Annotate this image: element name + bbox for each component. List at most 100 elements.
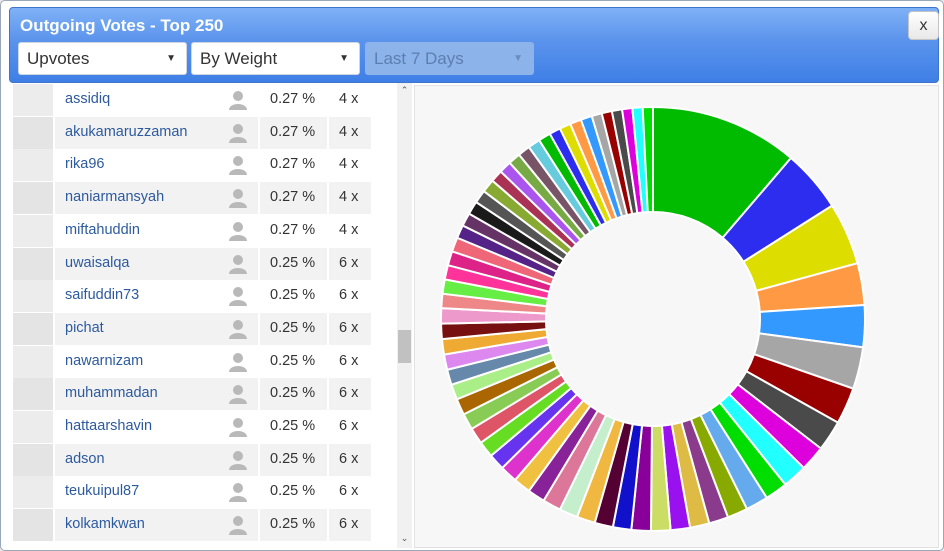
vote-weight-percent: 0.25 % — [270, 385, 316, 402]
table-row[interactable]: assidiq 0.27 % 4 x — [13, 84, 371, 116]
user-icon — [229, 483, 247, 503]
row-spacer — [13, 509, 53, 542]
voter-name-link[interactable]: hattaarshavin — [65, 418, 153, 434]
row-spacer — [13, 116, 53, 149]
row-spacer — [13, 345, 53, 378]
column-divider — [258, 312, 260, 345]
voter-name-link[interactable]: saifuddin73 — [65, 287, 140, 304]
voter-name-link[interactable]: nawarnizam — [65, 352, 144, 369]
column-divider — [53, 247, 55, 280]
table-row[interactable]: kolkamkwan 0.25 % 6 x — [13, 509, 371, 542]
user-icon — [229, 319, 247, 339]
user-icon — [229, 418, 247, 437]
voter-name-link[interactable]: kolkamkwan — [65, 516, 145, 533]
column-divider — [258, 149, 260, 182]
vote-share-chart — [414, 85, 939, 548]
vote-weight-percent: 0.27 % — [270, 189, 316, 206]
vote-weight-percent: 0.27 % — [270, 221, 316, 238]
table-row[interactable]: naniarmansyah 0.27 % 4 x — [13, 182, 371, 215]
arrow-down-icon[interactable]: ⌄ — [400, 533, 409, 543]
vote-count: 6 x — [339, 319, 359, 336]
vote-count: 6 x — [339, 385, 359, 402]
voter-name-link[interactable]: teukuipul87 — [65, 483, 140, 500]
vote-count: 6 x — [339, 352, 359, 369]
voter-name-link[interactable]: assidiq — [65, 91, 111, 107]
row-spacer — [13, 84, 53, 116]
table-row[interactable]: rika96 0.27 % 4 x — [13, 149, 371, 182]
table-row[interactable]: adson 0.25 % 6 x — [13, 443, 371, 476]
sort-select[interactable]: By Weight ▼ — [191, 42, 360, 75]
voter-name-link[interactable]: akukamaruzzaman — [65, 123, 188, 140]
user-icon — [229, 450, 247, 470]
column-divider — [327, 116, 329, 149]
vote-type-select[interactable]: Upvotes ▼ — [18, 42, 187, 75]
close-button[interactable]: x — [908, 11, 939, 40]
vote-weight-percent: 0.25 % — [270, 483, 316, 500]
vote-count: 4 x — [339, 123, 359, 140]
table-row[interactable]: nawarnizam 0.25 % 6 x — [13, 345, 371, 378]
column-divider — [53, 411, 55, 443]
column-divider — [327, 509, 329, 542]
row-spacer — [13, 378, 53, 411]
column-divider — [327, 247, 329, 280]
vote-count: 6 x — [339, 254, 359, 271]
column-divider — [53, 182, 55, 215]
column-divider — [258, 214, 260, 247]
column-divider — [53, 509, 55, 542]
column-divider — [258, 476, 260, 509]
donut-chart-svg — [440, 105, 866, 532]
user-icon — [229, 254, 247, 274]
vote-count: 4 x — [339, 91, 359, 107]
voter-name-link[interactable]: adson — [65, 450, 105, 467]
column-divider — [53, 345, 55, 378]
vote-weight-percent: 0.25 % — [270, 352, 316, 369]
column-divider — [327, 312, 329, 345]
user-icon — [229, 91, 247, 110]
row-spacer — [13, 182, 53, 215]
list-scrollbar[interactable]: ⌃ ⌄ — [397, 83, 412, 548]
column-divider — [258, 84, 260, 116]
column-divider — [327, 476, 329, 509]
table-row[interactable]: uwaisalqa 0.25 % 6 x — [13, 247, 371, 280]
scrollbar-thumb[interactable] — [398, 330, 411, 363]
voter-name-link[interactable]: muhammadan — [65, 385, 158, 402]
column-divider — [327, 345, 329, 378]
column-divider — [327, 214, 329, 247]
vote-weight-percent: 0.27 % — [270, 91, 316, 107]
dialog-title: Outgoing Votes - Top 250 — [20, 16, 224, 35]
row-spacer — [13, 247, 53, 280]
row-spacer — [13, 149, 53, 182]
pie-slice[interactable] — [641, 105, 654, 214]
voter-name-link[interactable]: pichat — [65, 319, 104, 336]
column-divider — [53, 312, 55, 345]
vote-weight-percent: 0.27 % — [270, 123, 316, 140]
vote-count: 6 x — [339, 483, 359, 500]
vote-weight-percent: 0.25 % — [270, 287, 316, 304]
voter-name-link[interactable]: miftahuddin — [65, 221, 140, 238]
table-row[interactable]: muhammadan 0.25 % 6 x — [13, 378, 371, 411]
row-spacer — [13, 312, 53, 345]
table-row[interactable]: hattaarshavin 0.25 % 6 x — [13, 411, 371, 443]
period-value: Last 7 Days — [374, 49, 464, 68]
chevron-down-icon: ▼ — [339, 53, 349, 64]
arrow-up-icon[interactable]: ⌃ — [400, 85, 409, 95]
column-divider — [327, 378, 329, 411]
vote-weight-percent: 0.25 % — [270, 254, 316, 271]
row-spacer — [13, 214, 53, 247]
table-row[interactable]: saifuddin73 0.25 % 6 x — [13, 280, 371, 313]
user-icon — [229, 385, 247, 405]
table-row[interactable]: pichat 0.25 % 6 x — [13, 312, 371, 345]
user-icon — [229, 352, 247, 372]
voter-name-link[interactable]: uwaisalqa — [65, 254, 130, 271]
table-row[interactable]: akukamaruzzaman 0.27 % 4 x — [13, 116, 371, 149]
column-divider — [327, 182, 329, 215]
voter-name-link[interactable]: rika96 — [65, 156, 105, 173]
sort-value: By Weight — [200, 49, 278, 68]
table-row[interactable]: teukuipul87 0.25 % 6 x — [13, 476, 371, 509]
column-divider — [327, 280, 329, 313]
vote-count: 4 x — [339, 221, 359, 238]
voter-name-link[interactable]: naniarmansyah — [65, 189, 165, 206]
column-divider — [53, 84, 55, 116]
table-row[interactable]: miftahuddin 0.27 % 4 x — [13, 214, 371, 247]
